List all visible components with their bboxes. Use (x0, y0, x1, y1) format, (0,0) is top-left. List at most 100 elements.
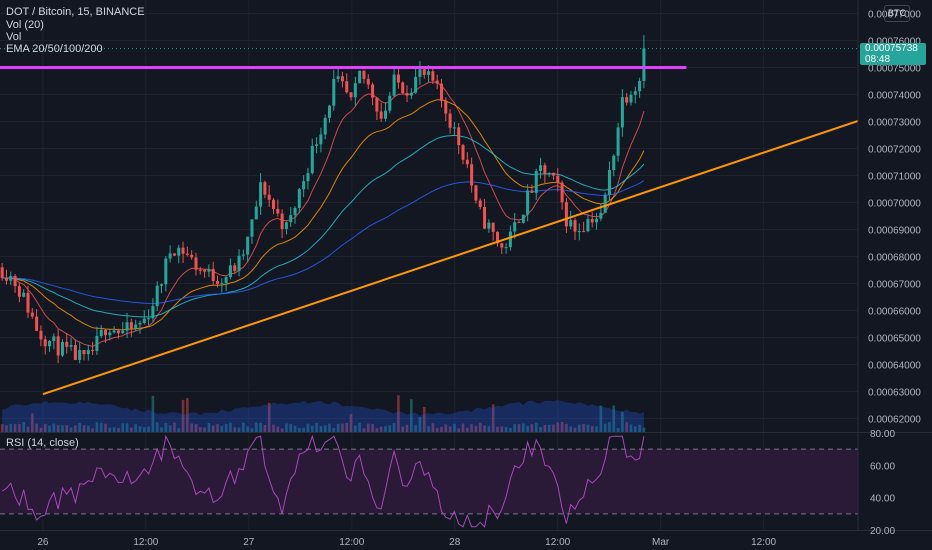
candle-body (185, 253, 189, 255)
candle-body (414, 76, 418, 93)
volume-legend[interactable]: Vol (6, 31, 22, 43)
candle-body (91, 349, 95, 351)
candle-body (607, 170, 611, 195)
candle-body (513, 222, 517, 232)
volume-bar (48, 425, 51, 432)
volume-bar (522, 423, 525, 432)
candle-body (22, 292, 26, 297)
volume-bar (315, 422, 318, 432)
candle-body (95, 336, 99, 351)
current-price-badge: 0.00075738 08:48 (860, 43, 926, 65)
volume-bar (31, 413, 34, 432)
volume-bar (582, 423, 585, 432)
price-tick-label: 0.00063000 (868, 388, 921, 399)
candle-body (409, 92, 413, 96)
volume-bar (220, 425, 224, 432)
currency-button[interactable]: BTC (884, 5, 910, 22)
candle-body (375, 97, 379, 112)
volume-bar (453, 423, 456, 432)
volume-bar (69, 427, 73, 432)
volume-bar (349, 414, 353, 432)
candle-body (207, 269, 211, 272)
candle-body (289, 215, 293, 223)
candle-body (172, 253, 176, 256)
volume-bar (418, 416, 422, 432)
candle-body (577, 231, 581, 233)
symbol-legend[interactable]: DOT / Bitcoin, 15, BINANCE (6, 6, 145, 18)
candle-body (401, 82, 405, 94)
volume-bar (224, 423, 228, 432)
candle-body (60, 341, 64, 356)
candle-body (427, 71, 431, 75)
price-tick-label: 0.00073000 (868, 118, 921, 129)
volume-bar (125, 423, 129, 432)
candle-body (599, 212, 603, 219)
price-tick-label: 0.00066000 (868, 307, 921, 318)
volume-bar (289, 423, 293, 432)
candle-body (276, 208, 280, 214)
volume-bar (422, 407, 426, 432)
price-tick-label: 0.00072000 (868, 145, 921, 156)
candle-body (457, 127, 461, 146)
rsi-tick-label: 60.00 (870, 461, 895, 472)
volume-bar (74, 425, 77, 432)
candle-body (86, 349, 90, 355)
time-tick-label: 12:00 (339, 537, 364, 548)
candle-body (422, 69, 426, 75)
candle-body (177, 247, 181, 256)
candle-body (500, 243, 504, 248)
volume-bar (112, 427, 116, 432)
candle-body (315, 144, 319, 146)
candle-body (461, 145, 465, 160)
time-tick-label: 26 (37, 537, 49, 548)
ema-100-line (2, 134, 645, 318)
volume-bar (104, 423, 107, 432)
volume-bar (478, 422, 482, 432)
volume-bar (427, 426, 430, 432)
volume-bar (186, 398, 189, 432)
candle-body (280, 213, 284, 229)
volume-bar (448, 426, 452, 432)
ema-legend[interactable]: EMA 20/50/100/200 (6, 43, 103, 55)
volume-bar (121, 423, 125, 432)
candle-body (371, 84, 375, 98)
candle-body (327, 105, 332, 118)
candle-body (263, 182, 267, 195)
volume-bar (354, 425, 357, 432)
volume-bar (298, 427, 301, 432)
volume-bar (13, 424, 17, 432)
volume-bar (616, 427, 620, 432)
volume-bar (168, 425, 172, 432)
time-tick-label: 28 (449, 537, 461, 548)
volume-bar (203, 427, 206, 432)
volume-bar (56, 425, 60, 432)
rsi-legend[interactable]: RSI (14, close) (6, 437, 79, 449)
candle-body (629, 94, 633, 103)
candle-body (504, 247, 508, 249)
candle-body (233, 265, 237, 271)
candle-body (17, 286, 21, 297)
volume-bar (638, 424, 641, 432)
candle-body (543, 165, 547, 175)
volume-bar (87, 425, 90, 432)
candle-body (616, 127, 620, 156)
volume-bar (285, 423, 288, 432)
volume-ma-legend[interactable]: Vol (20) (6, 19, 44, 31)
volume-bar (526, 425, 529, 432)
volume-bar (539, 427, 542, 432)
volume-bar (43, 423, 47, 432)
volume-bar (216, 424, 219, 432)
candle-body (625, 97, 629, 103)
candle-body (452, 127, 456, 129)
volume-bar (155, 422, 159, 432)
candle-body (155, 285, 159, 307)
candle-body (478, 200, 482, 207)
volume-bar (586, 424, 590, 432)
volume-bar (487, 426, 491, 432)
volume-bar (414, 424, 417, 432)
candle-body (160, 284, 164, 286)
candle-body (194, 257, 198, 270)
volume-bar (621, 411, 624, 432)
volume-bar (612, 405, 616, 432)
